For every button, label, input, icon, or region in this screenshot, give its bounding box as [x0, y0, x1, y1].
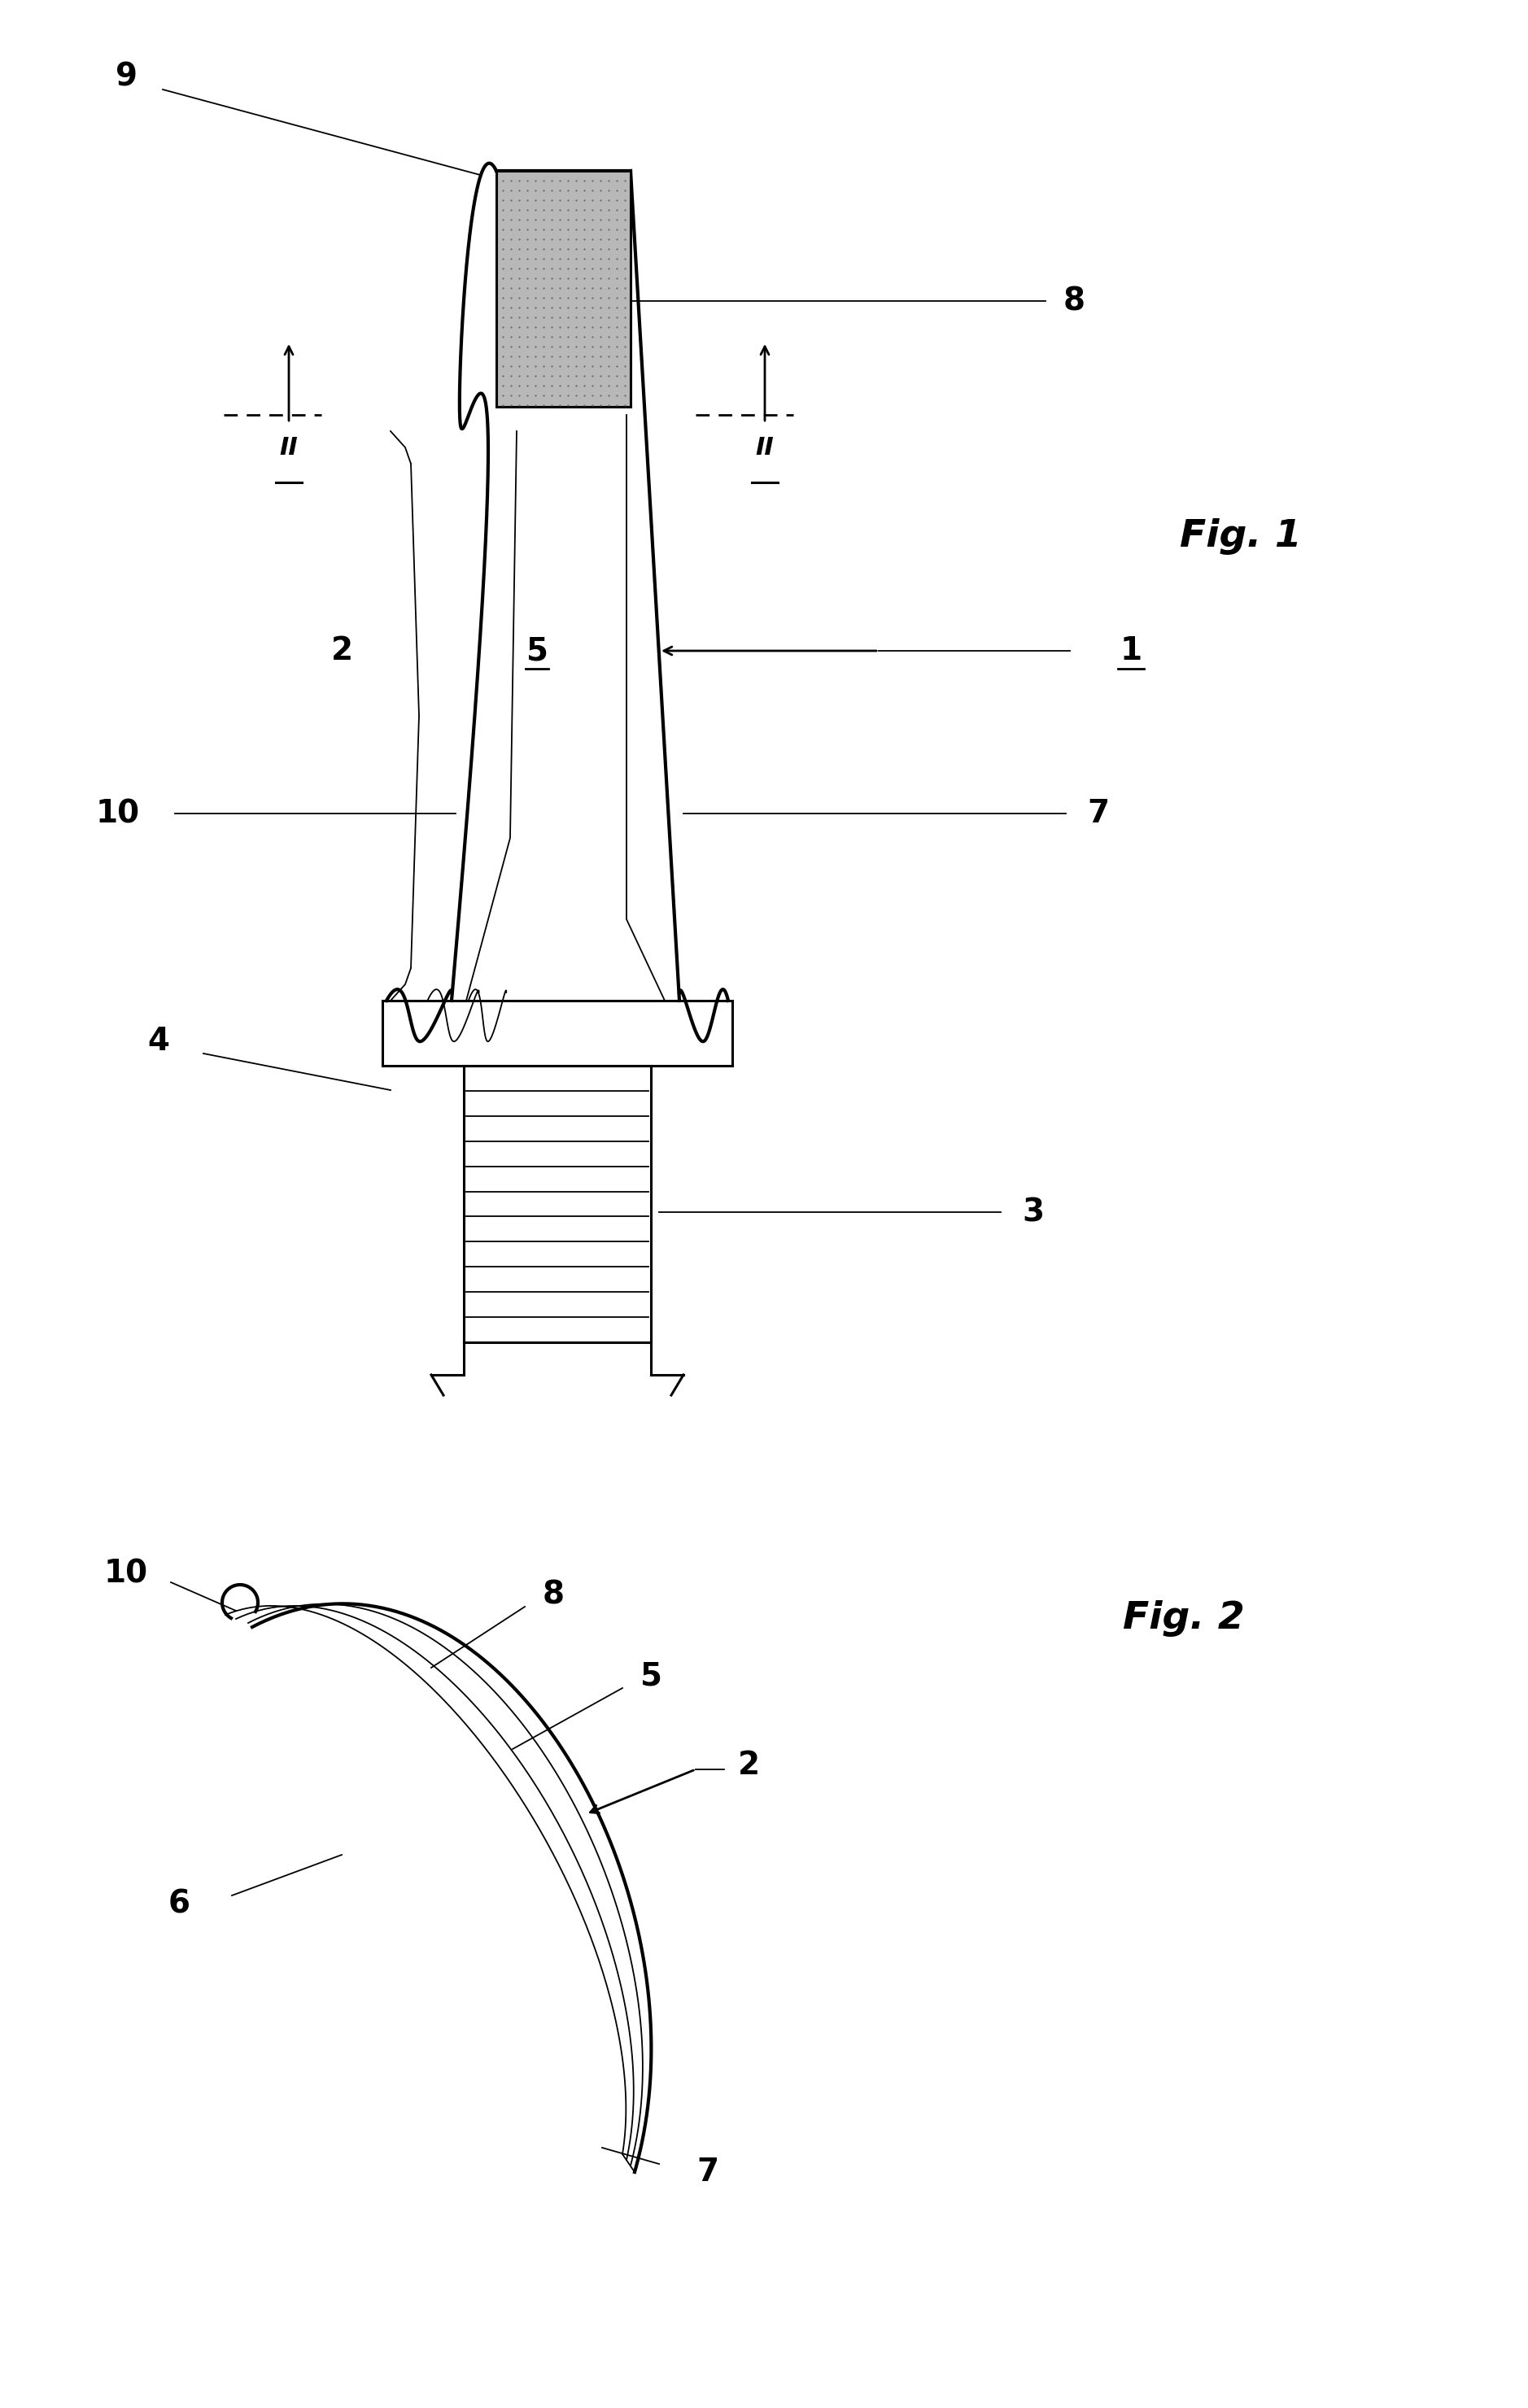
- Text: 5: 5: [526, 636, 549, 667]
- Text: 9: 9: [115, 63, 138, 94]
- Text: II: II: [280, 436, 298, 460]
- Text: 5: 5: [640, 1662, 662, 1690]
- Text: 8: 8: [542, 1580, 564, 1611]
- Text: 6: 6: [168, 1888, 189, 1919]
- Text: 2: 2: [738, 1751, 759, 1782]
- Text: 2: 2: [330, 636, 353, 667]
- Text: 4: 4: [148, 1026, 170, 1057]
- Text: 1: 1: [1120, 636, 1141, 667]
- Text: 10: 10: [104, 1558, 148, 1589]
- Text: 7: 7: [697, 2158, 718, 2186]
- Text: 7: 7: [1088, 797, 1109, 828]
- Text: 3: 3: [1022, 1197, 1044, 1228]
- Text: 8: 8: [1063, 287, 1085, 315]
- Text: II: II: [755, 436, 775, 460]
- Bar: [497, 171, 631, 407]
- Text: 10: 10: [96, 797, 141, 828]
- Text: Fig. 2: Fig. 2: [1123, 1601, 1245, 1637]
- Text: Fig. 1: Fig. 1: [1180, 518, 1302, 556]
